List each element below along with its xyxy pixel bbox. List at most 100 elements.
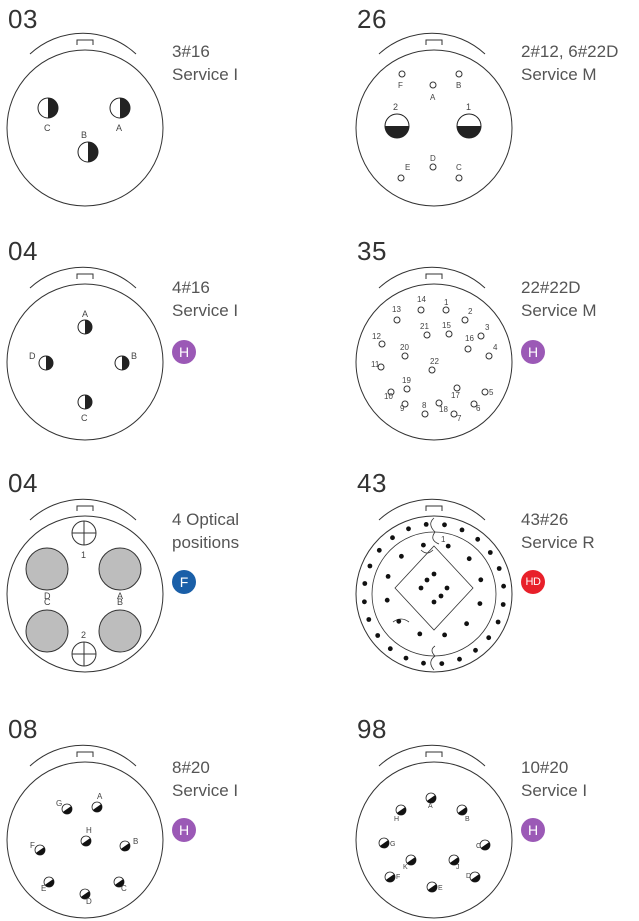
connector-service: Service I xyxy=(172,781,239,800)
contact-label: 2 xyxy=(468,307,473,316)
contact-pin xyxy=(477,601,483,606)
contact-pin xyxy=(485,352,493,360)
contact-pin xyxy=(448,854,460,866)
connector-contacts: 8#20 xyxy=(172,758,210,777)
contact-pin xyxy=(401,400,409,408)
contact-pin xyxy=(444,585,450,591)
contact-pin xyxy=(109,97,131,119)
contact-pin xyxy=(114,355,130,371)
keying-mark xyxy=(71,641,97,667)
connector-service: Service M xyxy=(521,65,597,84)
contact-label: 16 xyxy=(465,334,474,343)
contact-label: 9 xyxy=(400,404,405,413)
optical-contact xyxy=(98,547,142,591)
contact-pin xyxy=(486,635,492,641)
connector-service: Service R xyxy=(521,533,595,552)
contact-pin xyxy=(403,385,411,393)
contact-label: 11 xyxy=(371,360,380,369)
contact-pin xyxy=(378,340,386,348)
contact-pin xyxy=(80,835,92,847)
contact-pin xyxy=(405,854,417,866)
contact-label: A xyxy=(116,123,122,133)
contact-pin xyxy=(475,536,481,542)
contact-label: E xyxy=(41,884,46,893)
contact-pin xyxy=(431,571,437,577)
contact-pin xyxy=(445,330,453,338)
contact-pin xyxy=(385,574,391,579)
service-badge: H xyxy=(172,818,196,842)
contact-label: F xyxy=(396,874,400,881)
connector-service: Service M xyxy=(521,301,597,320)
connector-insert-diagram: 1 xyxy=(355,498,513,673)
connector-contacts: 10#20 xyxy=(521,758,569,777)
contact-label: 2 xyxy=(393,102,398,112)
contact-label: A xyxy=(82,309,88,319)
optical-contact xyxy=(25,609,69,653)
connector-contacts: 4 Optical xyxy=(172,510,240,529)
contact-pin xyxy=(91,801,103,813)
connector-insert-diagram: C B A xyxy=(6,32,164,207)
connector-contacts: 22#22D xyxy=(521,278,581,297)
connector-service: positions xyxy=(172,533,240,552)
contact-label: E xyxy=(405,163,410,172)
contact-label: 21 xyxy=(420,322,429,331)
contact-pin xyxy=(418,585,424,591)
contact-pin xyxy=(455,174,463,182)
contact-pin xyxy=(366,617,372,622)
contact-pin xyxy=(423,522,429,527)
contact-label: A xyxy=(430,93,436,102)
contact-pin xyxy=(384,871,396,883)
contact-pin xyxy=(79,888,91,900)
contact-pin xyxy=(442,306,450,314)
contact-pin xyxy=(469,871,481,883)
connector-code: 04 xyxy=(8,468,38,498)
contact-label: G xyxy=(390,841,395,848)
contact-pin xyxy=(496,566,502,571)
contact-label: 4 xyxy=(493,343,498,352)
contact-label: A xyxy=(428,803,433,810)
contact-label: C xyxy=(476,843,481,850)
contact-label: B xyxy=(117,597,123,607)
contact-pin xyxy=(393,316,401,324)
contact-label: C xyxy=(44,597,51,607)
contact-pin xyxy=(384,113,410,139)
contact-pin xyxy=(431,599,437,605)
contact-label: B xyxy=(81,130,87,140)
contact-label: 19 xyxy=(402,376,411,385)
contact-pin xyxy=(495,619,501,625)
contact-pin xyxy=(438,593,444,599)
connector-service: Service I xyxy=(521,781,588,800)
contact-label: 20 xyxy=(400,343,409,352)
service-badge: F xyxy=(172,570,196,594)
contact-label: 2 xyxy=(81,630,86,640)
connector-code: 43 xyxy=(357,468,387,498)
contact-label: 1 xyxy=(81,550,86,560)
contact-label: 7 xyxy=(457,414,462,423)
contact-label: B xyxy=(456,81,461,90)
contact-pin xyxy=(487,550,493,555)
contact-label: D xyxy=(44,591,51,601)
service-badge: HD xyxy=(521,570,545,594)
contact-pin xyxy=(466,556,472,562)
contact-label: D xyxy=(29,351,36,361)
contact-pin xyxy=(481,388,489,396)
contact-pin xyxy=(37,97,59,119)
contact-label: 5 xyxy=(489,388,494,397)
contact-pin xyxy=(362,599,367,605)
contact-label: K xyxy=(403,864,408,871)
contact-pin xyxy=(397,174,405,182)
connector-insert-diagram: A B C D E F G H J K xyxy=(355,744,513,919)
contact-pin xyxy=(450,410,458,418)
contact-pin xyxy=(423,331,431,339)
contact-pin xyxy=(429,81,437,89)
contact-pin xyxy=(77,141,99,163)
contact-label: H xyxy=(86,826,92,835)
contact-label: C xyxy=(121,884,127,893)
contact-pin xyxy=(34,844,46,856)
contact-label: 8 xyxy=(422,401,427,410)
connector-contacts: 3#16 xyxy=(172,42,210,61)
keying-mark xyxy=(71,520,97,546)
contact-pin xyxy=(425,792,437,804)
connector-code: 08 xyxy=(8,714,38,744)
